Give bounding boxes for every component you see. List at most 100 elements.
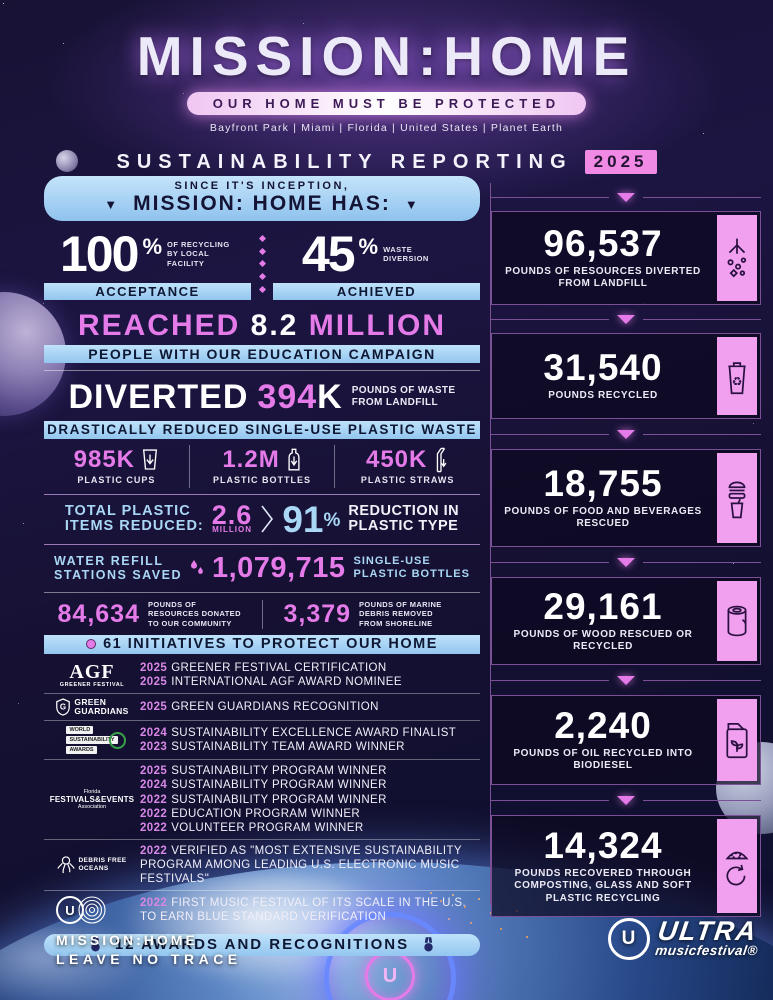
right-column: 96,537 POUNDS OF RESOURCES DIVERTED FROM… [490, 183, 761, 917]
award-row-ffea: Florida FESTIVALS&EVENTS Association 202… [44, 759, 480, 838]
logo-chip: SUSTAINABILITY [66, 736, 118, 745]
stat-value: 450K [365, 445, 428, 473]
desc-line2: PLASTIC TYPE [348, 518, 459, 534]
water-desc: SINGLE-USE PLASTIC BOTTLES [354, 555, 470, 581]
brand-name: ULTRA [655, 916, 760, 947]
left-column: SINCE IT'S INCEPTION, ▼ MISSION: HOME HA… [44, 176, 480, 956]
award-line: 2022 SUSTAINABILITY PROGRAM WINNER [140, 793, 387, 806]
logo-chip: AWARDS [66, 746, 97, 755]
awards-list: AGF GREENER FESTIVAL 2025 GREENER FESTIVA… [44, 657, 480, 929]
stat-value: 100 [60, 226, 139, 282]
diverted-value: 394 [257, 377, 318, 416]
value: 2.6 [211, 500, 253, 530]
award-line: 2025 GREENER FESTIVAL CERTIFICATION [140, 661, 387, 674]
stat-desc: POUNDS RECOVERED THROUGH COMPOSTING, GLA… [514, 867, 692, 904]
footer-subtitle: LEAVE NO TRACE [56, 951, 242, 967]
stat-desc: WASTE DIVERSION [383, 244, 429, 263]
report-year-badge: 2025 [584, 150, 657, 174]
ultra-music-festival-logo: U ULTRA musicfestival® [607, 916, 760, 960]
stat-label: PLASTIC CUPS [77, 474, 156, 485]
intro-line2-text: MISSION: HOME HAS: [133, 192, 391, 215]
green-guardians-logo: G GREEN GUARDIANS [44, 697, 140, 717]
intro-line1: SINCE IT'S INCEPTION, [174, 180, 350, 192]
stat-label: ACCEPTANCE [44, 283, 251, 300]
intro-line2: ▼ MISSION: HOME HAS: ▼ [44, 192, 480, 216]
stat-label: ACHIEVED [273, 283, 480, 300]
chevron-right-icon [260, 504, 274, 534]
percent-sign: % [142, 234, 162, 259]
logo-text: GUARDIANS [74, 706, 129, 717]
agf-greener-festival-logo: AGF GREENER FESTIVAL [44, 662, 140, 688]
tagline-pill: OUR HOME MUST BE PROTECTED [186, 92, 587, 115]
percent-sign: % [358, 234, 379, 259]
total-plastic-box: TOTAL PLASTIC ITEMS REDUCED: 2.6 MILLION… [44, 493, 480, 545]
svg-text:♻: ♻ [732, 375, 743, 389]
logo-text: Association [77, 804, 107, 810]
stat-value: 3,379 [283, 599, 352, 628]
pct-sign: % [323, 509, 341, 531]
stat-value: 2,240 [554, 705, 652, 747]
triangle-down-icon [617, 675, 635, 685]
reduction-pct: 91% [282, 501, 340, 538]
wood-log-icon [717, 581, 757, 661]
triangle-down-icon [617, 192, 635, 202]
award-row-wsa: WORLD SUSTAINABILITY AWARDS 2024 SUSTAINA… [44, 720, 480, 759]
stat-value: 45 [301, 226, 356, 282]
reached-word: REACHED [77, 309, 241, 342]
recycle-bin-icon: ♻ [717, 337, 757, 415]
stat-desc: POUNDS OF MARINE DEBRIS REMOVED FROM SHO… [359, 599, 442, 629]
stat-card-recycled: 31,540 POUNDS RECYCLED ♻ [491, 333, 761, 419]
intro-banner: SINCE IT'S INCEPTION, ▼ MISSION: HOME HA… [44, 176, 480, 221]
stat-value: 18,755 [543, 463, 663, 505]
awards-summary-text: 12 AWARDS AND RECOGNITIONS [114, 936, 410, 954]
stat-value: 29,161 [543, 586, 663, 628]
stat-value: 31,540 [543, 347, 663, 389]
plastic-waste-bar: DRASTICALLY REDUCED SINGLE-USE PLASTIC W… [44, 420, 480, 439]
stat-value: 96,537 [543, 223, 663, 265]
mission-home-lockup: U MISSION:HOME LEAVE NO TRACE [56, 896, 242, 967]
stat-card-composting: 14,324 POUNDS RECOVERED THROUGH COMPOSTI… [491, 815, 761, 917]
pct-value: 91 [282, 498, 324, 540]
stat-desc: POUNDS OF RESOURCES DIVERTED FROM LANDFI… [505, 265, 701, 290]
divider [44, 591, 480, 593]
diverted-headline: DIVERTED 394K POUNDS OF WASTE FROM LANDF… [44, 378, 480, 417]
stat-value: 985K [73, 445, 136, 473]
initiatives-bar: 61 INITIATIVES TO PROTECT OUR HOME [44, 634, 480, 654]
stars-background [3, 3, 4, 4]
footer-title: MISSION:HOME [56, 932, 198, 948]
reached-value: 8.2 [250, 309, 299, 342]
svg-text:G: G [60, 703, 66, 712]
water-refill-label: WATER REFILL STATIONS SAVED [54, 554, 182, 583]
triangle-down-icon [617, 557, 635, 567]
page-title: MISSION:HOME [136, 25, 637, 87]
straw-icon [433, 447, 449, 473]
oil-biodiesel-icon [717, 699, 757, 781]
award-line: 2025 SUSTAINABILITY PROGRAM WINNER [140, 765, 387, 778]
stat-card-wood: 29,161 POUNDS OF WOOD RESCUED OR RECYCLE… [491, 577, 761, 665]
compost-recycle-icon [717, 819, 757, 913]
plastic-stats-row: 985K PLASTIC CUPS 1.2M PLASTIC BO [44, 444, 480, 488]
triangle-down-icon [617, 429, 635, 439]
stat-desc: POUNDS RECYCLED [548, 390, 658, 402]
award-line: 2024 SUSTAINABILITY EXCELLENCE AWARD FINA… [140, 727, 457, 740]
small-moon-image [56, 150, 78, 172]
award-line: 2022 VERIFIED AS "MOST EXTENSIVE SUSTAINA… [140, 844, 462, 885]
label-line1: WATER REFILL [54, 553, 164, 568]
triangle-down-icon: ▼ [104, 196, 120, 212]
stat-value: 1.2M [222, 445, 280, 473]
award-line: 2023 SUSTAINABILITY TEAM AWARD WINNER [140, 741, 405, 754]
total-plastic-value: 2.6 MILLION [211, 500, 253, 534]
card-separator [491, 183, 761, 211]
stat-desc: POUNDS OF OIL RECYCLED INTO BIODIESEL [513, 747, 693, 772]
waste-diversion-stat: 45 % WASTE DIVERSION ACHIEVED [273, 228, 480, 300]
plastic-cups-stat: 985K PLASTIC CUPS [44, 445, 189, 488]
stat-value: 14,324 [543, 824, 663, 866]
city-lights-detail [430, 892, 432, 894]
world-sustainability-awards-logo: WORLD SUSTAINABILITY AWARDS [44, 725, 140, 755]
diverted-desc-line1: POUNDS OF WASTE [351, 384, 456, 396]
diamond-divider [251, 228, 273, 300]
water-bottles-value: 1,079,715 [211, 551, 346, 584]
desc-line1: REDUCTION IN [348, 502, 460, 519]
award-line: 2022 VOLUNTEER PROGRAM WINNER [140, 821, 364, 834]
